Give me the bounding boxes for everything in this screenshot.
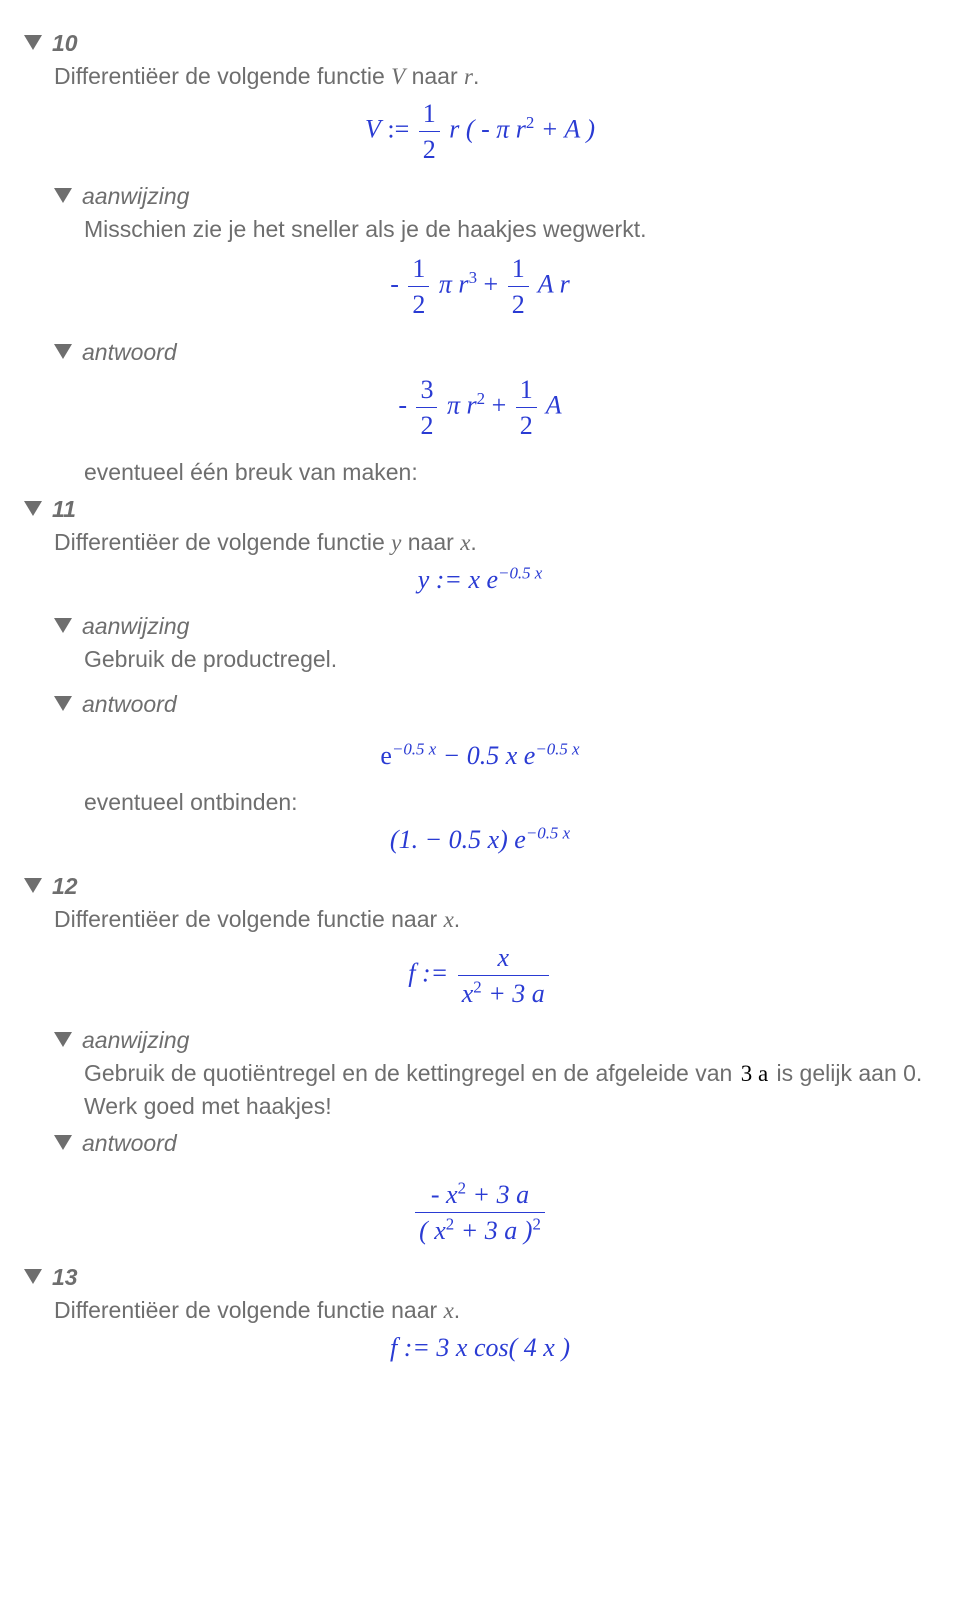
ex10-ans-header: antwoord — [24, 337, 936, 368]
ex11-ans-header: antwoord — [24, 689, 936, 720]
ex12-hint: Gebruik de quotiëntregel en de kettingre… — [24, 1058, 936, 1089]
ex11-equation: y := x e−0.5 x — [24, 562, 936, 597]
answer-label: antwoord — [82, 689, 177, 720]
ex12-number: 12 — [52, 871, 78, 902]
ex10-hint-header: aanwijzing — [24, 181, 936, 212]
ex10-equation: V := 12 r ( - π r2 + A ) — [24, 96, 936, 167]
ex11-number: 11 — [52, 494, 76, 525]
hint-label: aanwijzing — [82, 181, 189, 212]
ex13-number: 13 — [52, 1262, 78, 1293]
triangle-icon — [54, 1135, 72, 1150]
ex10-number: 10 — [52, 28, 78, 59]
triangle-icon — [54, 344, 72, 359]
triangle-icon — [54, 696, 72, 711]
ex10-hint: Misschien zie je het sneller als je de h… — [24, 214, 936, 245]
ex11-derivative: e−0.5 x − 0.5 x e−0.5 x — [24, 738, 936, 773]
ex11-prompt: Differentiëer de volgende functie y naar… — [24, 527, 936, 558]
ex10-derivative: - 32 π r2 + 12 A — [24, 372, 936, 443]
ex12-equation: f := xx2 + 3 a — [24, 940, 936, 1011]
triangle-icon — [54, 188, 72, 203]
ex11-hint: Gebruik de productregel. — [24, 644, 936, 675]
ex13-prompt: Differentiëer de volgende functie naar x… — [24, 1295, 936, 1326]
ex12-prompt: Differentiëer de volgende functie naar x… — [24, 904, 936, 935]
ex10-prompt: Differentiëer de volgende functie V naar… — [24, 61, 936, 92]
answer-label: antwoord — [82, 1128, 177, 1159]
ex11-header: 11 — [24, 494, 936, 525]
answer-label: antwoord — [82, 337, 177, 368]
ex12-result: - x2 + 3 a( x2 + 3 a )2 — [24, 1177, 936, 1248]
ex13-header: 13 — [24, 1262, 936, 1293]
triangle-icon — [24, 35, 42, 50]
ex10-expanded: - 12 π r3 + 12 A r — [24, 251, 936, 322]
triangle-icon — [24, 501, 42, 516]
ex12-header: 12 — [24, 871, 936, 902]
triangle-icon — [54, 1032, 72, 1047]
hint-label: aanwijzing — [82, 611, 189, 642]
ex10-note: eventueel één breuk van maken: — [24, 457, 936, 488]
ex12-hint2: Werk goed met haakjes! — [24, 1091, 936, 1122]
ex11-hint-header: aanwijzing — [24, 611, 936, 642]
triangle-icon — [24, 878, 42, 893]
triangle-icon — [24, 1269, 42, 1284]
ex13-equation: f := 3 x cos( 4 x ) — [24, 1330, 936, 1365]
hint-label: aanwijzing — [82, 1025, 189, 1056]
ex11-note: eventueel ontbinden: — [24, 787, 936, 818]
ex11-factored: (1. − 0.5 x) e−0.5 x — [24, 822, 936, 857]
triangle-icon — [54, 618, 72, 633]
ex12-ans-header: antwoord — [24, 1128, 936, 1159]
ex10-header: 10 — [24, 28, 936, 59]
ex12-hint-header: aanwijzing — [24, 1025, 936, 1056]
